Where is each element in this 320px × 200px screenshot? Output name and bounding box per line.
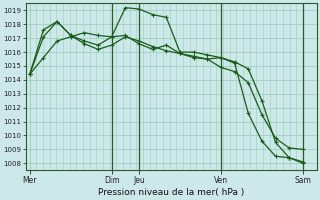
X-axis label: Pression niveau de la mer( hPa ): Pression niveau de la mer( hPa ) xyxy=(98,188,244,197)
